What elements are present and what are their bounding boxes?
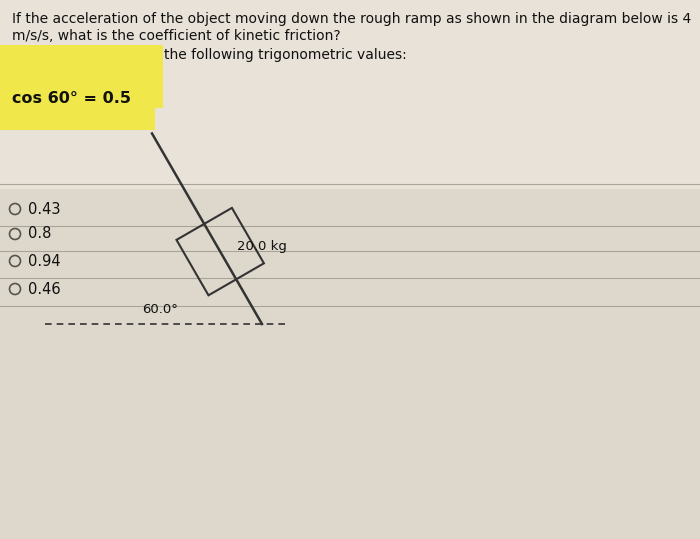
Text: Consider: Consider (12, 48, 78, 62)
Text: 0.8: 0.8 (28, 226, 51, 241)
Text: If the acceleration of the object moving down the rough ramp as shown in the dia: If the acceleration of the object moving… (12, 12, 692, 26)
Text: cos 60° = 0.5: cos 60° = 0.5 (12, 91, 131, 106)
Text: 20.0 kg: 20.0 kg (237, 240, 287, 253)
Text: and the following trigonometric values:: and the following trigonometric values: (129, 48, 407, 62)
Text: g=10 m/s/s: g=10 m/s/s (64, 48, 151, 62)
Text: 0.43: 0.43 (28, 202, 60, 217)
Bar (0, 0, 700, 189)
Text: sin 60° = 0.87: sin 60° = 0.87 (12, 69, 139, 84)
Text: 60.0°: 60.0° (142, 303, 178, 316)
Text: 0.46: 0.46 (28, 281, 61, 296)
Text: 0.94: 0.94 (28, 253, 61, 268)
Text: m/s/s, what is the coefficient of kinetic friction?: m/s/s, what is the coefficient of kineti… (12, 29, 341, 43)
